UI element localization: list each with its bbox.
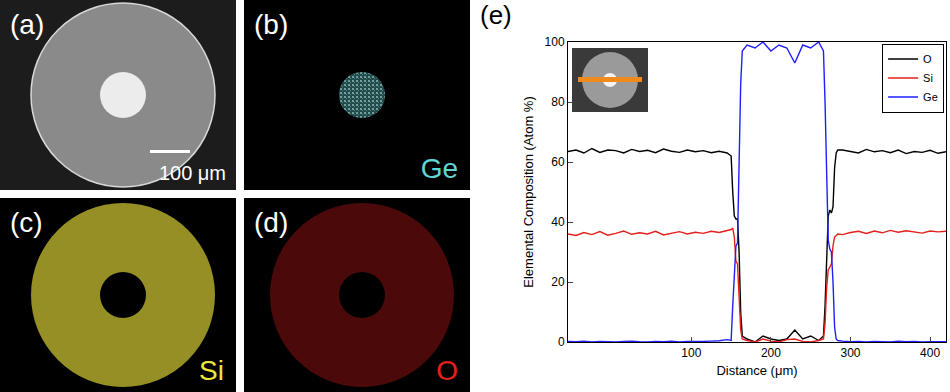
svg-text:(a): (a): [10, 9, 44, 40]
svg-text:(b): (b): [254, 9, 288, 40]
svg-text:300: 300: [840, 346, 860, 360]
svg-text:200: 200: [761, 346, 781, 360]
svg-text:Ge: Ge: [421, 153, 458, 184]
svg-text:Si: Si: [199, 355, 224, 386]
svg-text:(c): (c): [10, 207, 43, 238]
svg-text:O: O: [923, 53, 932, 65]
svg-text:100: 100: [681, 346, 701, 360]
svg-text:80: 80: [551, 95, 565, 109]
svg-text:60: 60: [551, 155, 565, 169]
svg-text:0: 0: [558, 335, 565, 349]
svg-text:20: 20: [551, 275, 565, 289]
svg-text:40: 40: [551, 215, 565, 229]
svg-text:Ge: Ge: [923, 91, 938, 103]
svg-text:Distance (μm): Distance (μm): [716, 363, 797, 378]
svg-text:Elemental Composition (Atom %): Elemental Composition (Atom %): [521, 96, 536, 287]
svg-text:400: 400: [920, 346, 940, 360]
html-text:(e): (e): [480, 0, 512, 30]
svg-text:Si: Si: [923, 72, 933, 84]
svg-text:100: 100: [545, 35, 565, 49]
svg-text:O: O: [436, 355, 458, 386]
svg-text:100 μm: 100 μm: [159, 162, 226, 184]
svg-text:(d): (d): [254, 207, 288, 238]
